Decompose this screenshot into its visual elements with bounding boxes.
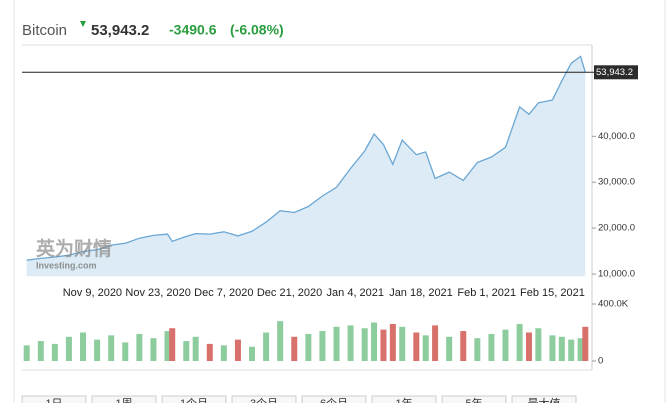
volume-tick-label: 400.0K xyxy=(598,299,629,310)
volume-bar xyxy=(422,335,429,361)
y-tick-label: 20,000.0 xyxy=(598,223,635,234)
volume-bar xyxy=(305,333,312,361)
volume-bar xyxy=(525,332,532,361)
range-tab-label[interactable]: 5年 xyxy=(465,396,482,408)
volume-bar xyxy=(80,332,87,361)
x-tick-label: Jan 4, 2021 xyxy=(327,287,385,299)
volume-bar xyxy=(399,326,406,361)
volume-bar xyxy=(432,325,439,361)
volume-bar xyxy=(361,328,368,361)
volume-bar xyxy=(51,343,58,361)
volume-bar xyxy=(568,339,575,361)
panel-border xyxy=(13,0,666,408)
range-tab-label[interactable]: 1个月 xyxy=(180,397,208,408)
volume-bar xyxy=(460,331,467,361)
volume-bar xyxy=(333,326,340,361)
volume-bar xyxy=(347,325,354,361)
price-area xyxy=(26,56,586,277)
last-price-box xyxy=(594,65,638,80)
x-tick-label: Jan 18, 2021 xyxy=(389,287,453,299)
volume-bar xyxy=(319,331,326,361)
volume-bar xyxy=(474,338,481,361)
volume-bar xyxy=(23,345,30,361)
x-tick-label: Dec 7, 2020 xyxy=(194,287,253,299)
volume-bar xyxy=(413,332,420,361)
volume-bar xyxy=(183,341,190,361)
x-tick-label: Feb 1, 2021 xyxy=(457,287,516,299)
volume-bar xyxy=(277,321,284,361)
volume-bar xyxy=(136,333,143,361)
price-change-pct: (-6.08%) xyxy=(230,22,284,38)
last-price: 53,943.2 xyxy=(91,22,149,39)
volume-bar xyxy=(535,328,542,361)
volume-bar xyxy=(234,339,241,361)
watermark-site: Investing.com xyxy=(36,260,97,270)
range-tab-label[interactable]: 3个月 xyxy=(250,397,278,408)
range-tab-label[interactable]: 1周 xyxy=(115,397,132,408)
volume-bar xyxy=(220,345,227,361)
volume-bar xyxy=(65,336,72,361)
volume-bar xyxy=(380,329,387,361)
volume-bar xyxy=(192,336,199,361)
volume-bar xyxy=(488,333,495,361)
y-tick-label: 40,000.0 xyxy=(598,131,635,142)
volume-bar xyxy=(582,326,589,361)
x-tick-label: Dec 21, 2020 xyxy=(257,287,322,299)
volume-bar xyxy=(558,336,565,361)
range-tab-label[interactable]: 1年 xyxy=(395,396,412,408)
volume-bar xyxy=(108,335,115,361)
volume-bar xyxy=(291,336,298,361)
volume-bar xyxy=(516,323,523,361)
volume-bar xyxy=(94,339,101,361)
volume-bar xyxy=(249,346,256,361)
last-price-label: 53,943.2 xyxy=(596,67,633,78)
volume-bar xyxy=(446,336,453,361)
range-tab-label[interactable]: 6个月 xyxy=(320,397,348,408)
y-tick-label: 10,000.0 xyxy=(598,269,635,280)
volume-bar xyxy=(549,335,556,361)
price-line xyxy=(26,55,586,261)
range-tab-label[interactable]: 最大值 xyxy=(528,396,561,408)
instrument-name: Bitcoin xyxy=(22,22,67,39)
volume-bar xyxy=(37,341,44,361)
volume-bar xyxy=(150,338,157,361)
volume-tick-label: 0 xyxy=(598,356,603,367)
volume-bar xyxy=(502,329,509,361)
volume-bar xyxy=(122,342,129,361)
volume-bar xyxy=(206,343,213,361)
volume-bar xyxy=(371,322,378,361)
watermark: 英为财情 xyxy=(36,237,112,260)
volume-bar xyxy=(577,338,584,361)
volume-bar xyxy=(164,331,171,361)
change-arrow xyxy=(80,21,86,27)
x-tick-label: Feb 15, 2021 xyxy=(520,287,585,299)
volume-bar xyxy=(169,328,176,361)
volume-bar xyxy=(389,323,396,361)
x-tick-label: Nov 9, 2020 xyxy=(63,287,122,299)
x-tick-label: Nov 23, 2020 xyxy=(125,287,190,299)
range-tab-label[interactable]: 1日 xyxy=(45,398,62,408)
y-tick-label: 30,000.0 xyxy=(598,177,635,188)
price-change: -3490.6 xyxy=(169,22,217,38)
volume-bar xyxy=(263,332,270,361)
